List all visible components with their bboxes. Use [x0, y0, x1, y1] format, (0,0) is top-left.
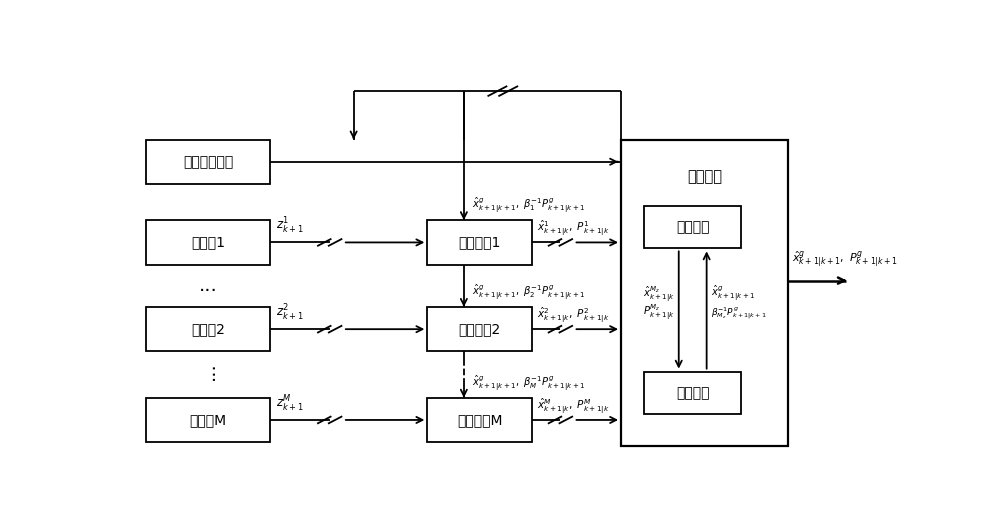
Text: 子滤波器2: 子滤波器2: [458, 322, 501, 336]
Text: $z^{M}_{k+1}$: $z^{M}_{k+1}$: [276, 394, 304, 414]
Bar: [427, 220, 532, 265]
Text: 子滤波器1: 子滤波器1: [458, 235, 501, 249]
Text: 传感器2: 传感器2: [191, 322, 225, 336]
Bar: [427, 398, 532, 442]
Bar: [146, 139, 270, 184]
Bar: [427, 307, 532, 352]
Text: $\hat{x}^{g}_{k+1|k+1},\ \beta^{-1}_{M}P^{g}_{k+1|k+1}$: $\hat{x}^{g}_{k+1|k+1},\ \beta^{-1}_{M}P…: [472, 374, 585, 393]
Text: ...: ...: [199, 276, 217, 296]
Bar: [644, 372, 741, 414]
Text: 时间更新: 时间更新: [676, 220, 709, 234]
Text: ...: ...: [198, 361, 217, 380]
Text: 公共参考系统: 公共参考系统: [183, 155, 233, 169]
Text: 传感器1: 传感器1: [191, 235, 225, 249]
Bar: [621, 139, 788, 446]
Text: $\hat{x}^{g}_{k+1|k+1},\ P^{g}_{k+1|k+1}$: $\hat{x}^{g}_{k+1|k+1},\ P^{g}_{k+1|k+1}…: [792, 250, 897, 269]
Text: $P^{M_z}_{k+1|k}$: $P^{M_z}_{k+1|k}$: [643, 302, 675, 322]
Bar: [146, 220, 270, 265]
Text: $\hat{x}^{1}_{k+1|k},\ P^{1}_{k+1|k}$: $\hat{x}^{1}_{k+1|k},\ P^{1}_{k+1|k}$: [537, 219, 609, 238]
Bar: [146, 307, 270, 352]
Text: 传感器M: 传感器M: [189, 413, 226, 427]
Text: 最优融合: 最优融合: [676, 386, 709, 400]
Text: $\beta^{-1}_{M_z}P^{g}_{k+1|k+1}$: $\beta^{-1}_{M_z}P^{g}_{k+1|k+1}$: [711, 306, 766, 322]
Bar: [644, 206, 741, 248]
Text: $\hat{x}^{M_z}_{k+1|k}$: $\hat{x}^{M_z}_{k+1|k}$: [643, 284, 675, 304]
Text: $z^{1}_{k+1}$: $z^{1}_{k+1}$: [276, 216, 304, 236]
Text: 主滤波器: 主滤波器: [687, 169, 722, 184]
Text: $\hat{x}^{g}_{k+1|k+1}$: $\hat{x}^{g}_{k+1|k+1}$: [711, 285, 755, 303]
Bar: [146, 398, 270, 442]
Text: $\hat{x}^{g}_{k+1|k+1},\ \beta^{-1}_{2}P^{g}_{k+1|k+1}$: $\hat{x}^{g}_{k+1|k+1},\ \beta^{-1}_{2}P…: [472, 283, 585, 302]
Text: $\hat{x}^{g}_{k+1|k+1},\ \beta^{-1}_{1}P^{g}_{k+1|k+1}$: $\hat{x}^{g}_{k+1|k+1},\ \beta^{-1}_{1}P…: [472, 196, 585, 215]
Text: $z^{2}_{k+1}$: $z^{2}_{k+1}$: [276, 303, 304, 323]
Text: $\hat{x}^{M}_{k+1|k},\ P^{M}_{k+1|k}$: $\hat{x}^{M}_{k+1|k},\ P^{M}_{k+1|k}$: [537, 397, 609, 416]
Text: $\hat{x}^{2}_{k+1|k},\ P^{2}_{k+1|k}$: $\hat{x}^{2}_{k+1|k},\ P^{2}_{k+1|k}$: [537, 306, 609, 325]
Text: 子滤波器M: 子滤波器M: [457, 413, 502, 427]
